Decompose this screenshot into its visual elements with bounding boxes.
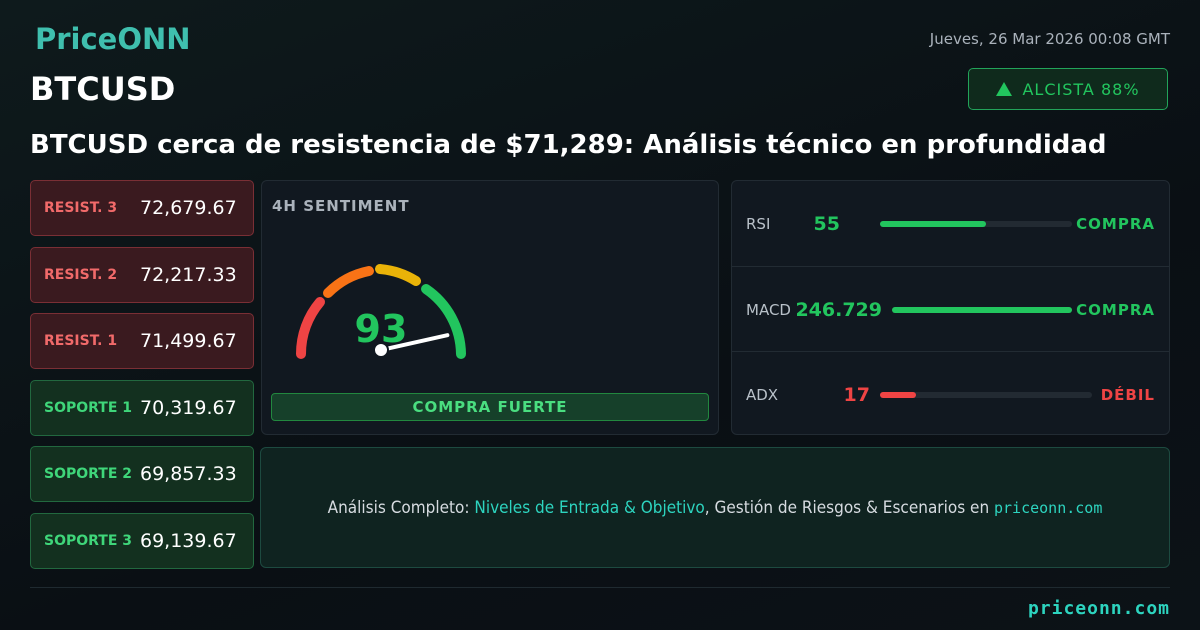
ticker: BTCUSD — [30, 70, 176, 108]
badge-text: ALCISTA 88% — [1022, 79, 1140, 99]
footer-site[interactable]: priceonn.com — [1027, 598, 1170, 619]
level-value: 71,499.67 — [140, 330, 237, 353]
indicator-name: ADX — [746, 385, 779, 404]
level-value: 70,319.67 — [140, 396, 237, 419]
level-box: SOPORTE 1 70,319.67 — [30, 379, 254, 436]
signal-button: COMPRA FUERTE — [271, 393, 709, 421]
level-label: RESIST. 3 — [44, 200, 118, 216]
indicator-track — [880, 220, 1072, 227]
indicator-track — [892, 306, 1072, 313]
indicator-name: MACD — [746, 300, 791, 319]
level-label: RESIST. 1 — [44, 333, 118, 350]
indicator-track — [880, 391, 1092, 398]
level-label: SOPORTE 1 — [44, 399, 133, 416]
level-value: 69,139.67 — [140, 530, 237, 552]
promo-highlight: Niveles de Entrada & Objetivo — [474, 497, 705, 518]
divider — [30, 587, 1170, 588]
promo-rest: , Gestión de Riesgos & Escenarios en — [704, 497, 990, 518]
level-box: RESIST. 3 72,679.67 — [30, 180, 254, 236]
gauge-hub — [373, 342, 389, 358]
level-value: 69,857.33 — [140, 463, 237, 486]
level-label: RESIST. 2 — [44, 266, 118, 283]
level-box: SOPORTE 3 69,139.67 — [30, 513, 254, 569]
sentiment-title: 4H SENTIMENT — [272, 197, 410, 215]
trend-badge: ALCISTA 88% — [968, 68, 1168, 110]
level-box: RESIST. 1 71,499.67 — [30, 313, 254, 370]
indicator-bar — [892, 306, 1072, 313]
level-label: SOPORTE 3 — [44, 533, 133, 549]
indicators-panel: RSI 55 COMPRA MACD 246.729 COMPRA ADX 17 DÉBIL — [731, 180, 1170, 435]
promo-site[interactable]: priceonn.com — [994, 498, 1103, 517]
level-box: RESIST. 2 72,217.33 — [30, 246, 254, 303]
promo: Análisis Completo: Niveles de Entrada & … — [260, 447, 1170, 568]
logo: PriceONN — [35, 22, 191, 56]
level-label: SOPORTE 2 — [44, 466, 133, 483]
indicator-name: RSI — [746, 214, 771, 233]
date: Jueves, 26 Mar 2026 00:08 GMT — [929, 30, 1170, 48]
indicator-signal: DÉBIL — [1100, 385, 1155, 404]
level-box: SOPORTE 2 69,857.33 — [30, 446, 254, 503]
indicator-value: 55 — [813, 212, 840, 235]
indicator-row: MACD 246.729 COMPRA — [732, 266, 1169, 352]
indicator-bar — [880, 391, 917, 398]
indicator-row: ADX 17 DÉBIL — [732, 351, 1169, 437]
indicator-value: 17 — [843, 383, 870, 406]
indicator-bar — [880, 220, 986, 227]
up-arrow — [996, 82, 1013, 96]
promo-lead: Análisis Completo: — [327, 497, 470, 518]
gauge: 93 — [295, 264, 466, 359]
headline: BTCUSD cerca de resistencia de $71,289: … — [30, 130, 1107, 160]
indicator-signal: COMPRA — [1076, 300, 1155, 319]
gauge-needle — [379, 333, 450, 352]
level-value: 72,679.67 — [140, 197, 237, 219]
indicator-value: 246.729 — [795, 298, 882, 321]
level-value: 72,217.33 — [140, 263, 237, 286]
indicator-signal: COMPRA — [1076, 214, 1155, 233]
sentiment-panel: 4H SENTIMENT 93 COMPRA FUERTE — [261, 180, 719, 435]
indicator-row: RSI 55 COMPRA — [732, 181, 1169, 266]
